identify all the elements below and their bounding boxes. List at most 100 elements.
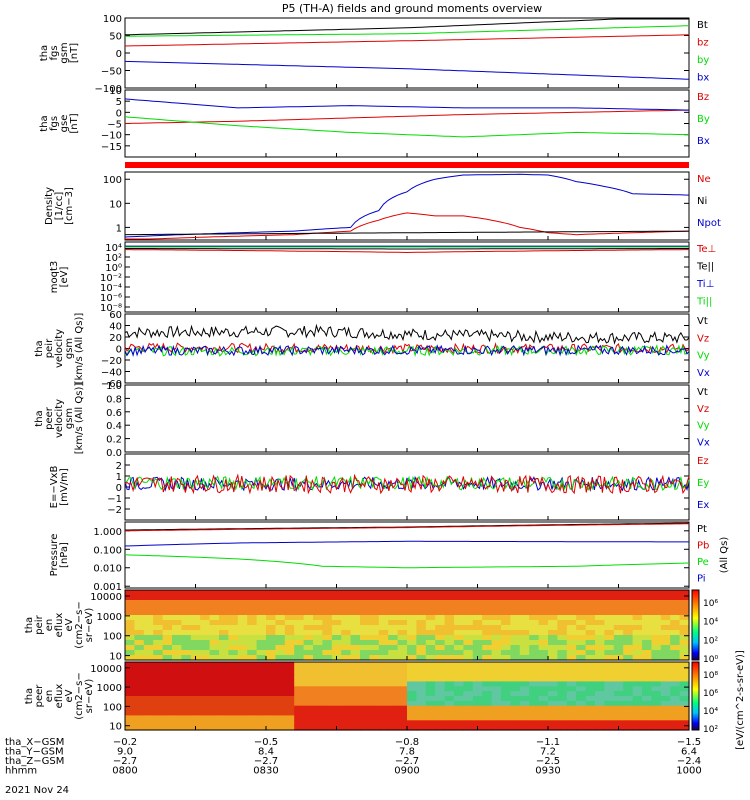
heatmap-cell: [284, 640, 295, 646]
heatmap-cell: [284, 705, 295, 712]
heatmap-cell: [595, 696, 605, 702]
heatmap-cell: [407, 610, 417, 616]
heatmap-cell: [651, 691, 662, 697]
heatmap-cell: [237, 625, 248, 631]
heatmap-cell: [172, 705, 182, 712]
heatmap-cell: [237, 666, 248, 673]
xaxis-value: −2.5: [536, 756, 560, 767]
heatmap-cell: [463, 671, 474, 678]
heatmap-cell: [548, 605, 558, 611]
heatmap-cell: [632, 725, 643, 731]
heatmap-cell: [125, 666, 135, 673]
heatmap-cell: [350, 671, 361, 678]
heatmap-cell: [660, 671, 671, 678]
heatmap-cell: [595, 666, 605, 673]
heatmap-cell: [313, 715, 323, 721]
heatmap-cell: [275, 640, 286, 646]
heatmap-cell: [501, 610, 511, 616]
heatmap-cell: [209, 650, 220, 656]
xaxis-value: −0.5: [254, 737, 278, 748]
heatmap-cell: [125, 715, 135, 721]
heatmap-cell: [341, 686, 352, 692]
heatmap-cell: [172, 720, 182, 726]
heatmap-cell: [651, 620, 662, 626]
heatmap-cell: [613, 610, 624, 616]
heatmap-cell: [350, 696, 361, 702]
ytick-label: 10⁻⁸: [100, 303, 122, 314]
heatmap-cell: [303, 605, 314, 611]
side-label: (All Qs): [719, 537, 730, 574]
heatmap-cell: [284, 595, 295, 601]
heatmap-cell: [266, 655, 276, 661]
heatmap-cell: [623, 635, 634, 641]
heatmap-cell: [143, 725, 154, 731]
heatmap-cell: [219, 645, 229, 651]
heatmap-cell: [416, 605, 427, 611]
heatmap-cell: [181, 662, 192, 668]
heatmap-cell: [595, 662, 605, 668]
heatmap-cell: [284, 600, 295, 606]
heatmap-cell: [153, 691, 164, 697]
heatmap-cell: [331, 676, 342, 683]
heatmap-cell: [472, 640, 483, 646]
heatmap-cell: [247, 666, 258, 673]
ytick-label: 10⁻⁶: [100, 293, 122, 304]
heatmap-cell: [463, 725, 474, 731]
heatmap-cell: [585, 610, 596, 616]
heatmap-cell: [209, 640, 220, 646]
heatmap-cell: [435, 645, 446, 651]
heatmap-cell: [416, 650, 427, 656]
heatmap-cell: [369, 666, 380, 673]
heatmap-cell: [482, 700, 493, 707]
heatmap-cell: [228, 725, 239, 731]
heatmap-cell: [190, 681, 201, 687]
heatmap-cell: [228, 681, 239, 687]
heatmap-cell: [378, 720, 389, 726]
ylabel-line: (cm2−s−: [74, 672, 85, 719]
ytick-label: 0.4: [106, 421, 122, 432]
heatmap-cell: [266, 615, 276, 621]
heatmap-cell: [134, 662, 145, 668]
heatmap-cell: [510, 600, 521, 606]
heatmap-cell: [341, 650, 352, 656]
legend-vz: Vz: [697, 333, 709, 344]
ylabel-line: eV: [64, 618, 75, 631]
heatmap-cell: [416, 671, 427, 678]
heatmap-cell: [463, 681, 474, 687]
heatmap-cell: [397, 640, 408, 646]
heatmap-cell: [209, 615, 220, 621]
heatmap-cell: [425, 655, 436, 661]
heatmap-cell: [632, 615, 643, 621]
heatmap-cell: [557, 715, 568, 721]
heatmap-cell: [519, 691, 530, 697]
heatmap-cell: [172, 725, 182, 731]
heatmap-cell: [604, 676, 615, 683]
heatmap-cell: [125, 595, 135, 601]
heatmap-cell: [200, 630, 211, 636]
heatmap-cell: [228, 630, 239, 636]
legend-pi: Pi: [697, 574, 706, 585]
heatmap-cell: [651, 635, 662, 641]
heatmap-cell: [256, 640, 267, 646]
ylabel-line: peer: [44, 406, 55, 430]
heatmap-cell: [679, 710, 690, 717]
heatmap-cell: [576, 655, 587, 661]
heatmap-cell: [360, 686, 370, 692]
heatmap-cell: [331, 662, 342, 668]
heatmap-cell: [613, 590, 624, 596]
heatmap-cell: [247, 640, 258, 646]
heatmap-cell: [472, 705, 483, 712]
heatmap-cell: [331, 615, 342, 621]
heatmap-cell: [482, 681, 493, 687]
heatmap-cell: [538, 650, 549, 656]
ytick-label: −2: [107, 505, 122, 516]
heatmap-cell: [181, 610, 192, 616]
heatmap-cell: [237, 590, 248, 596]
heatmap-cell: [595, 590, 605, 596]
ytick-label: 0.2: [106, 435, 122, 446]
heatmap-cell: [519, 720, 530, 726]
heatmap-cell: [313, 590, 323, 596]
heatmap-cell: [595, 610, 605, 616]
legend-pt: Pt: [697, 524, 707, 535]
